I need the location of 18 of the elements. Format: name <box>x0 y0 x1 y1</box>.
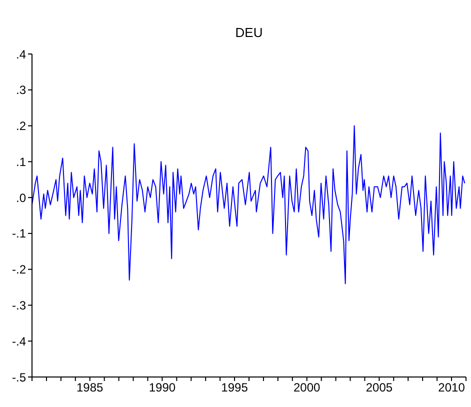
x-tick-label: 2005 <box>366 380 393 395</box>
y-tick-label: -.3 <box>12 298 26 312</box>
chart-title: DEU <box>234 25 264 40</box>
y-tick-label: -.5 <box>12 370 26 384</box>
y-tick-label: .2 <box>16 119 26 134</box>
line-series <box>32 125 466 284</box>
y-tick-label: -.1 <box>12 226 26 241</box>
x-tick-label: 1995 <box>221 380 248 395</box>
x-tick-label: 2000 <box>294 380 321 395</box>
x-tick-label: 1990 <box>148 380 176 395</box>
x-tick-label: 2010 <box>438 380 466 395</box>
x-tick-label: 1985 <box>76 380 104 395</box>
y-tick-label: -.2 <box>12 262 26 277</box>
y-tick-label: .3 <box>16 83 26 98</box>
y-tick-label: -.4 <box>12 334 26 348</box>
y-tick-label: .0 <box>16 190 26 205</box>
y-tick-label: .4 <box>16 47 26 62</box>
y-tick-label: .1 <box>16 154 26 169</box>
